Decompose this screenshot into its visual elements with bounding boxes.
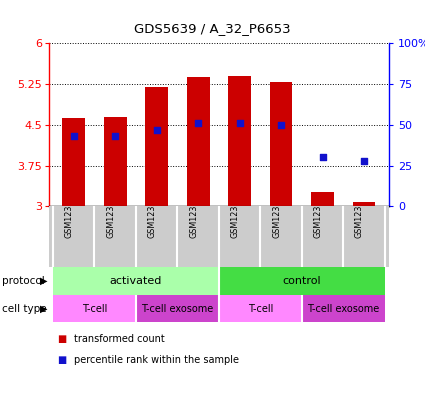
Text: ▶: ▶: [40, 276, 48, 286]
Bar: [136, 295, 219, 322]
Point: [71, 133, 77, 140]
Point: [195, 120, 201, 126]
Bar: [145, 87, 168, 206]
Text: cell type: cell type: [2, 303, 47, 314]
Point: [236, 120, 243, 126]
Bar: [302, 295, 385, 322]
Point: [153, 127, 160, 133]
Text: protocol: protocol: [2, 276, 45, 286]
Text: ■: ■: [57, 334, 67, 344]
Text: GSM1233506: GSM1233506: [314, 184, 323, 238]
Text: T-cell: T-cell: [82, 303, 107, 314]
Point: [278, 122, 284, 128]
Text: GSM1233502: GSM1233502: [231, 184, 240, 238]
Text: control: control: [283, 276, 321, 286]
Text: GSM1233507: GSM1233507: [355, 184, 364, 238]
Text: GSM1233500: GSM1233500: [65, 184, 74, 238]
Bar: [353, 202, 375, 206]
Text: GSM1233501: GSM1233501: [106, 184, 115, 238]
Text: transformed count: transformed count: [74, 334, 164, 344]
Text: T-cell exosome: T-cell exosome: [141, 303, 213, 314]
Text: percentile rank within the sample: percentile rank within the sample: [74, 355, 238, 365]
Bar: [311, 192, 334, 206]
Bar: [187, 77, 210, 206]
Point: [112, 133, 119, 140]
Bar: [270, 82, 292, 206]
Text: activated: activated: [110, 276, 162, 286]
Bar: [219, 295, 302, 322]
Text: T-cell: T-cell: [248, 303, 273, 314]
Text: GSM1233505: GSM1233505: [189, 184, 198, 238]
Text: GSM1233504: GSM1233504: [147, 184, 157, 238]
Bar: [219, 267, 385, 295]
Text: ■: ■: [57, 355, 67, 365]
Text: GDS5639 / A_32_P6653: GDS5639 / A_32_P6653: [134, 22, 291, 35]
Text: ▶: ▶: [40, 303, 48, 314]
Bar: [53, 295, 136, 322]
Bar: [62, 118, 85, 206]
Point: [360, 158, 367, 164]
Bar: [104, 117, 127, 206]
Text: T-cell exosome: T-cell exosome: [307, 303, 380, 314]
Bar: [53, 267, 219, 295]
Bar: [228, 76, 251, 206]
Text: GSM1233503: GSM1233503: [272, 184, 281, 238]
Point: [319, 154, 326, 161]
